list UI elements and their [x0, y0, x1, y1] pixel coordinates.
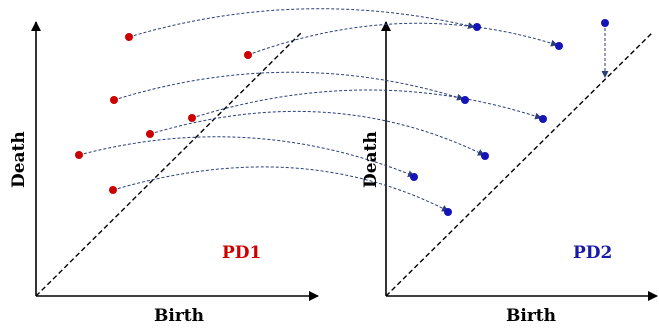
pd2-point: [410, 173, 418, 181]
pd1-point: [110, 96, 118, 104]
matching-arc: [149, 110, 485, 156]
pd2-point: [539, 115, 547, 123]
pd1-point: [125, 33, 133, 41]
matching-arc: [78, 136, 415, 178]
pd1-axes: [31, 21, 319, 301]
pd2-point: [444, 208, 452, 216]
pd2-title: PD2: [573, 243, 612, 263]
matching-arc: [113, 71, 464, 101]
pd1-point: [146, 130, 154, 138]
pd2-point: [473, 23, 481, 31]
pd2-points: [410, 19, 609, 216]
matching-arc: [247, 22, 558, 56]
pd2-y-label: Death: [361, 131, 381, 188]
pd2-axes: [381, 21, 658, 301]
matching-arc: [191, 89, 542, 120]
pd2-point: [601, 19, 609, 27]
pd1-points: [75, 33, 252, 194]
matching-arc: [112, 166, 449, 212]
pd1-y-label: Death: [9, 131, 29, 188]
pd1-diagonal: [35, 31, 303, 297]
pd2-point: [555, 42, 563, 50]
pd2-point: [461, 96, 469, 104]
pd2-point: [481, 152, 489, 160]
pd2-x-label: Birth: [506, 306, 556, 326]
matching-arc: [128, 8, 475, 38]
pd1-title: PD1: [222, 243, 261, 263]
matching-arcs: [78, 8, 609, 212]
pd2-diagonal: [385, 31, 654, 297]
pd1-x-label: Birth: [154, 306, 204, 326]
pd1-point: [244, 51, 252, 59]
pd1-point: [75, 151, 83, 159]
pd1-point: [188, 114, 196, 122]
pd1-point: [109, 186, 117, 194]
